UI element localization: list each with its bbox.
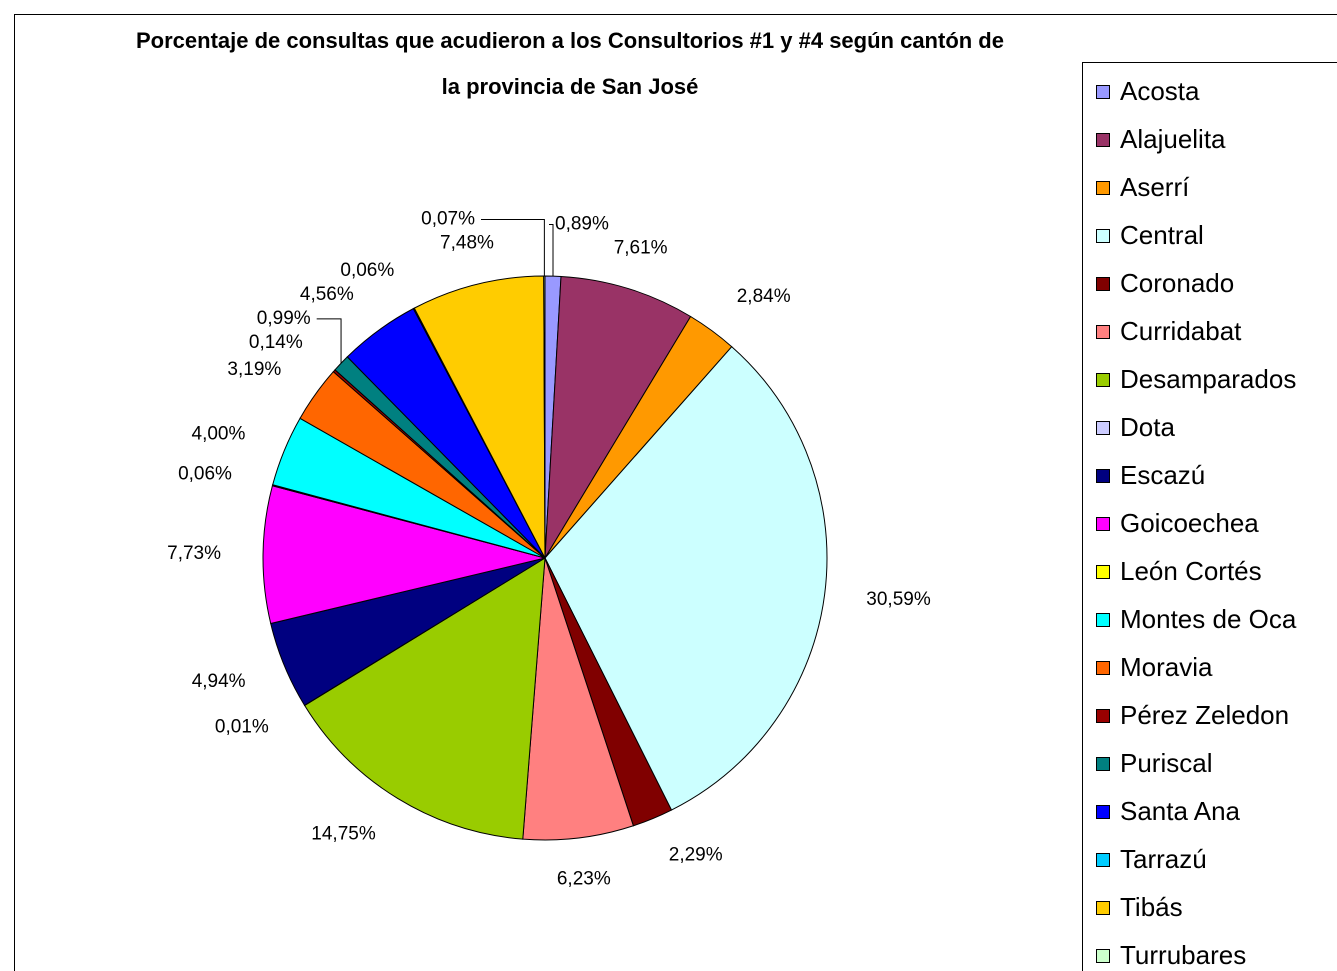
leader-line <box>316 318 342 364</box>
legend-label: Escazú <box>1120 460 1205 490</box>
legend-label: Tarrazú <box>1120 844 1207 874</box>
legend-label: Tibás <box>1120 892 1183 922</box>
legend-swatch <box>1096 229 1110 243</box>
legend-label: Turrubares <box>1120 940 1246 970</box>
legend-label: Dota <box>1120 412 1175 442</box>
legend-swatch <box>1096 757 1110 771</box>
legend: Acosta Alajuelita Aserrí Central Coronado Cur… <box>1096 76 1297 970</box>
legend-swatch <box>1096 373 1110 387</box>
legend-swatch <box>1096 469 1110 483</box>
legend-label: Desamparados <box>1120 364 1296 394</box>
data-label: 4,94% <box>192 671 246 692</box>
data-label: 30,59% <box>866 589 931 610</box>
pie-slice <box>303 557 546 840</box>
legend-swatch <box>1096 517 1110 531</box>
legend-swatch <box>1096 277 1110 291</box>
pie-slice <box>413 275 546 559</box>
data-label: 3,19% <box>227 359 281 380</box>
legend-label: Pérez Zeledon <box>1120 700 1289 730</box>
data-label: 4,00% <box>192 424 246 445</box>
data-label: 4,56% <box>300 284 354 305</box>
legend-swatch <box>1096 613 1110 627</box>
data-label: 0,89% <box>555 213 609 234</box>
legend-label: León Cortés <box>1120 556 1262 586</box>
pie-slice <box>544 346 828 811</box>
legend-label: Montes de Oca <box>1120 604 1297 634</box>
legend-box <box>1082 62 1337 971</box>
data-label: 7,48% <box>440 233 494 254</box>
legend-label: Alajuelita <box>1120 124 1226 154</box>
chart-title: Porcentaje de consultas que acudieron a … <box>135 28 1004 99</box>
pie-slice <box>522 557 635 841</box>
legend-swatch <box>1096 85 1110 99</box>
data-label: 2,29% <box>669 845 723 866</box>
legend-swatch <box>1096 709 1110 723</box>
legend-swatch <box>1096 901 1110 915</box>
data-label: 7,61% <box>614 237 668 258</box>
legend-label: Goicoechea <box>1120 508 1259 538</box>
legend-label: Central <box>1120 220 1204 250</box>
legend-label: Curridabat <box>1120 316 1242 346</box>
legend-swatch <box>1096 805 1110 819</box>
legend-label: Aserrí <box>1120 172 1190 202</box>
legend-label: Santa Ana <box>1120 796 1241 826</box>
data-label: 0,07% <box>421 209 475 230</box>
legend-label: Coronado <box>1120 268 1234 298</box>
data-label: 6,23% <box>557 869 611 890</box>
legend-swatch <box>1096 853 1110 867</box>
data-label: 0,06% <box>340 260 394 281</box>
leader-line <box>481 219 545 277</box>
legend-swatch <box>1096 565 1110 579</box>
pie-slice <box>262 485 546 625</box>
legend-swatch <box>1096 949 1110 963</box>
legend-swatch <box>1096 133 1110 147</box>
data-label: 0,14% <box>249 332 303 353</box>
data-label: 0,01% <box>215 716 269 737</box>
legend-swatch <box>1096 181 1110 195</box>
data-label: 7,73% <box>167 543 221 564</box>
legend-swatch <box>1096 421 1110 435</box>
data-label: 2,84% <box>737 286 791 307</box>
data-label: 0,99% <box>257 308 311 329</box>
data-label: 0,06% <box>178 463 232 484</box>
legend-label: Moravia <box>1120 652 1213 682</box>
data-label: 14,75% <box>311 823 376 844</box>
pie-slice <box>543 275 546 559</box>
legend-swatch <box>1096 325 1110 339</box>
leader-line <box>549 223 554 277</box>
legend-swatch <box>1096 661 1110 675</box>
legend-label: Acosta <box>1120 76 1200 106</box>
legend-label: Puriscal <box>1120 748 1212 778</box>
pie-slice <box>544 275 692 559</box>
